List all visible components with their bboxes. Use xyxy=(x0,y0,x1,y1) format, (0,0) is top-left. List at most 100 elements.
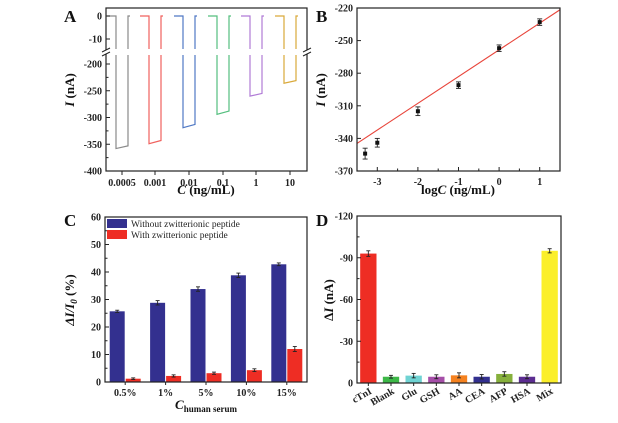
panel-label-a: A xyxy=(64,7,77,26)
x-tick-label-b: -3 xyxy=(373,177,381,188)
bar-blank xyxy=(382,376,400,383)
bar-glu xyxy=(405,375,422,383)
bar-aa xyxy=(450,375,468,383)
y-tick-label-a: 0 xyxy=(97,12,102,23)
y-axis-title-c: ΔI/I0 (%) xyxy=(62,274,79,326)
y-tick-label-c: 50 xyxy=(91,240,101,251)
axis-break-gap-a xyxy=(107,49,306,55)
x-tick-label-d: AFP xyxy=(487,386,509,405)
plot-frame-d xyxy=(356,215,562,384)
data-point xyxy=(537,20,542,25)
x-tick-label-a: 1 xyxy=(254,178,259,189)
y-axis-title-a: I (nA) xyxy=(62,73,77,108)
y-tick-label-d: -120 xyxy=(335,212,353,223)
bar-gsh xyxy=(428,376,445,383)
x-tick-label-a: 0.0005 xyxy=(108,178,136,189)
y-tick-label-a: -250 xyxy=(84,86,102,97)
y-tick-label-b: -220 xyxy=(335,4,353,15)
bar-ctni xyxy=(360,253,377,383)
y-tick-label-a: -10 xyxy=(89,35,102,46)
trace-0.01 xyxy=(174,15,197,129)
bar-without-peptide xyxy=(150,302,166,382)
x-tick-label-d: Mix xyxy=(535,386,555,404)
bar-with-peptide xyxy=(125,378,141,382)
bar-with-peptide xyxy=(287,349,303,382)
axis-break-mask-a xyxy=(304,50,310,54)
y-tick-label-d: -30 xyxy=(340,337,353,348)
panel-b: B -220 -250 -280 -310 -340 -370 -3 -2 -1 0 1 logC … xyxy=(313,4,561,197)
plot-frame-a xyxy=(105,7,308,172)
y-tick-label-b: -370 xyxy=(335,167,353,178)
y-axis-title-d: ΔI (nA) xyxy=(321,279,336,321)
x-tick-label-d: Blank xyxy=(369,386,397,409)
y-tick-label-c: 40 xyxy=(91,268,101,279)
trace-0.001 xyxy=(140,15,163,145)
x-tick-label-d: Glu xyxy=(400,386,420,404)
x-tick-label-a: 10 xyxy=(285,178,295,189)
bar-with-peptide xyxy=(166,375,182,382)
legend-swatch xyxy=(107,219,127,228)
bar-afp xyxy=(496,373,513,383)
x-tick-label-b: -1 xyxy=(454,177,462,188)
x-tick-label-d: GSH xyxy=(418,386,442,406)
bar-with-peptide xyxy=(206,373,222,382)
data-point xyxy=(415,109,420,114)
y-tick-label-c: 30 xyxy=(91,295,101,306)
panel-label-d: D xyxy=(316,211,328,230)
bar-without-peptide xyxy=(271,264,287,382)
bar-hsa xyxy=(518,376,536,383)
x-tick-label-c: 10% xyxy=(236,388,256,399)
data-point xyxy=(363,151,368,156)
y-tick-label-d: -60 xyxy=(340,295,353,306)
axis-break-mark-a xyxy=(302,51,312,57)
x-tick-label-d: AA xyxy=(446,386,465,403)
y-tick-label-b: -280 xyxy=(335,69,353,80)
x-axis-title-b: logC (ng/mL) xyxy=(421,182,495,197)
trace-0.1 xyxy=(208,15,231,116)
y-tick-label-a: -350 xyxy=(84,140,102,151)
legend-label: With zwitterionic peptide xyxy=(131,231,228,241)
y-tick-label-b: -250 xyxy=(335,36,353,47)
bar-without-peptide xyxy=(230,275,246,382)
x-tick-label-c: 15% xyxy=(277,388,297,399)
x-axis-title-a: C (ng/mL) xyxy=(177,182,234,197)
y-tick-label-a: -300 xyxy=(84,113,102,124)
trace-1 xyxy=(241,15,264,97)
y-tick-label-a: -200 xyxy=(84,60,102,71)
y-tick-label-d: 0 xyxy=(348,379,353,390)
panel-c: C 0 10 20 30 40 50 60 0.5% 1% 5% 10% 15% Without zw… xyxy=(62,211,308,414)
bar-without-peptide xyxy=(109,311,125,382)
x-tick-label-a: 0.01 xyxy=(180,178,198,189)
x-tick-label-a: 0.001 xyxy=(144,178,167,189)
bar-with-peptide xyxy=(246,370,262,382)
x-tick-label-a: 0.1 xyxy=(217,178,230,189)
y-tick-label-d: -90 xyxy=(340,253,353,264)
y-axis-title-b: I (nA) xyxy=(313,73,328,108)
fit-line xyxy=(356,9,561,144)
axis-break-mask-a xyxy=(103,50,109,54)
bar-mix xyxy=(541,250,558,383)
legend-label: Without zwitterionic peptide xyxy=(131,220,240,230)
y-tick-label-b: -340 xyxy=(335,134,353,145)
legend-swatch xyxy=(107,230,127,239)
x-tick-label-c: 0.5% xyxy=(114,388,137,399)
panel-a: A 0 -10 -200 -250 -300 -350 -400 0.0005 0.001 0.0… xyxy=(62,7,312,197)
x-tick-label-c: 5% xyxy=(199,388,214,399)
data-point xyxy=(497,46,502,51)
data-point xyxy=(375,140,380,145)
y-tick-label-c: 20 xyxy=(91,323,101,334)
x-axis-title-c: Chuman serum xyxy=(175,397,237,414)
bar-cea xyxy=(473,376,490,383)
y-tick-label-c: 0 xyxy=(96,378,101,389)
data-point xyxy=(456,83,461,88)
x-tick-label-d: HSA xyxy=(509,386,533,406)
panel-label-b: B xyxy=(316,7,327,26)
axis-break-mark-a xyxy=(302,47,312,53)
bar-without-peptide xyxy=(190,289,206,382)
y-tick-label-c: 60 xyxy=(91,213,101,224)
panel-label-c: C xyxy=(64,211,76,230)
y-tick-label-c: 10 xyxy=(91,350,101,361)
